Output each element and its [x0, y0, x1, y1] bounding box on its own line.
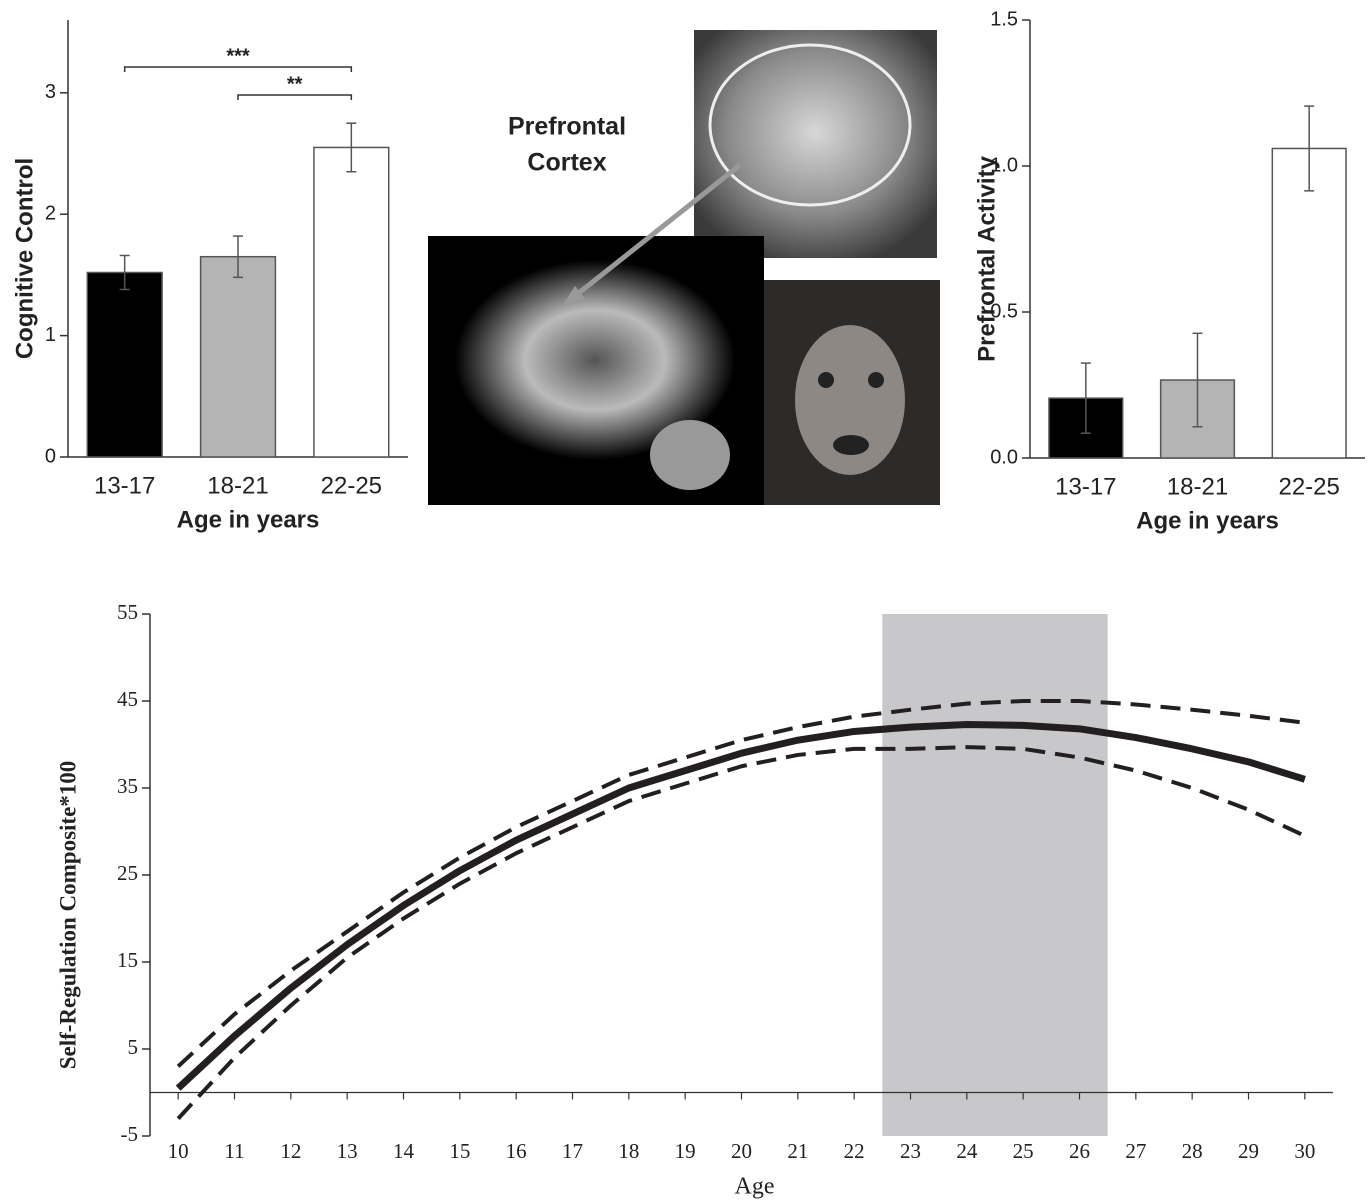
significance-bracket: [123, 66, 353, 72]
y-tick-label: -5: [121, 1122, 139, 1146]
eye: [868, 372, 884, 388]
y-tick-label: 0: [45, 445, 56, 467]
y-tick-label: 25: [117, 861, 138, 885]
figure-label: Prefrontal: [508, 113, 626, 141]
face: [795, 325, 905, 475]
x-axis-label: Age: [735, 1174, 775, 1200]
x-tick-label: 12: [280, 1139, 301, 1163]
x-tick-label: 22-25: [321, 472, 382, 499]
y-axis-label: Cognitive Control: [11, 158, 38, 359]
trend-line: [175, 720, 1306, 1091]
y-tick-label: 0.5: [990, 300, 1018, 322]
y-tick-label: 55: [117, 600, 138, 624]
shaded-region: [882, 614, 1108, 1136]
x-tick-label: 16: [506, 1139, 527, 1163]
bar: [313, 146, 390, 458]
confidence-line: [176, 699, 1306, 1068]
x-tick-label: 17: [562, 1139, 583, 1163]
y-tick-label: 15: [117, 948, 138, 972]
x-tick-label: 27: [1125, 1139, 1146, 1163]
y-tick-label: 1.5: [990, 8, 1018, 30]
mri-brain: [455, 260, 735, 460]
x-tick-label: 19: [675, 1139, 696, 1163]
mouth: [833, 435, 869, 455]
mri-cerebellum: [650, 420, 730, 490]
eye: [818, 372, 834, 388]
x-tick-label: 13-17: [1055, 473, 1116, 500]
x-tick-label: 21: [787, 1139, 808, 1163]
x-tick-label: 22-25: [1278, 473, 1339, 500]
y-tick-label: 2: [45, 203, 56, 225]
x-tick-label: 13: [337, 1139, 358, 1163]
x-tick-label: 18-21: [1167, 473, 1228, 500]
y-tick-label: 0.0: [990, 446, 1018, 468]
x-tick-label: 18: [618, 1139, 639, 1163]
x-tick-label: 18-21: [207, 472, 268, 499]
y-tick-label: 35: [117, 774, 138, 798]
bar: [86, 271, 163, 458]
x-tick-label: 20: [731, 1139, 752, 1163]
x-tick-label: 24: [956, 1139, 978, 1163]
y-tick-label: 1: [45, 324, 56, 346]
y-tick-label: 1.0: [990, 154, 1018, 176]
x-tick-label: 30: [1294, 1139, 1315, 1163]
bar: [1271, 147, 1347, 459]
x-axis-label: Age in years: [1136, 507, 1279, 534]
brain-image: [694, 30, 937, 258]
y-tick-label: 3: [45, 81, 56, 103]
figure-label: Cortex: [527, 149, 606, 177]
x-axis-label: Age in years: [177, 506, 320, 533]
y-tick-label: 45: [117, 687, 138, 711]
y-axis-label: Prefrontal Activity: [973, 155, 1000, 361]
significance-label: **: [287, 73, 303, 95]
x-tick-label: 28: [1182, 1139, 1203, 1163]
y-axis-label: Self-Regulation Composite*100: [55, 761, 80, 1070]
arrow-head: [562, 286, 586, 306]
arrow: [568, 163, 742, 302]
x-tick-label: 10: [168, 1139, 189, 1163]
brain-outline: [708, 43, 912, 207]
x-tick-label: 13-17: [94, 472, 155, 499]
x-tick-label: 29: [1238, 1139, 1259, 1163]
significance-bracket: [237, 94, 353, 100]
x-tick-label: 26: [1069, 1139, 1090, 1163]
bar: [199, 255, 277, 458]
x-tick-label: 22: [844, 1139, 865, 1163]
x-tick-label: 23: [900, 1139, 921, 1163]
x-tick-label: 14: [393, 1139, 415, 1163]
x-tick-label: 25: [1013, 1139, 1034, 1163]
y-tick-label: 5: [128, 1035, 139, 1059]
x-tick-label: 11: [224, 1139, 244, 1163]
confidence-line: [176, 745, 1306, 1120]
x-tick-label: 15: [449, 1139, 470, 1163]
significance-label: ***: [226, 45, 250, 67]
